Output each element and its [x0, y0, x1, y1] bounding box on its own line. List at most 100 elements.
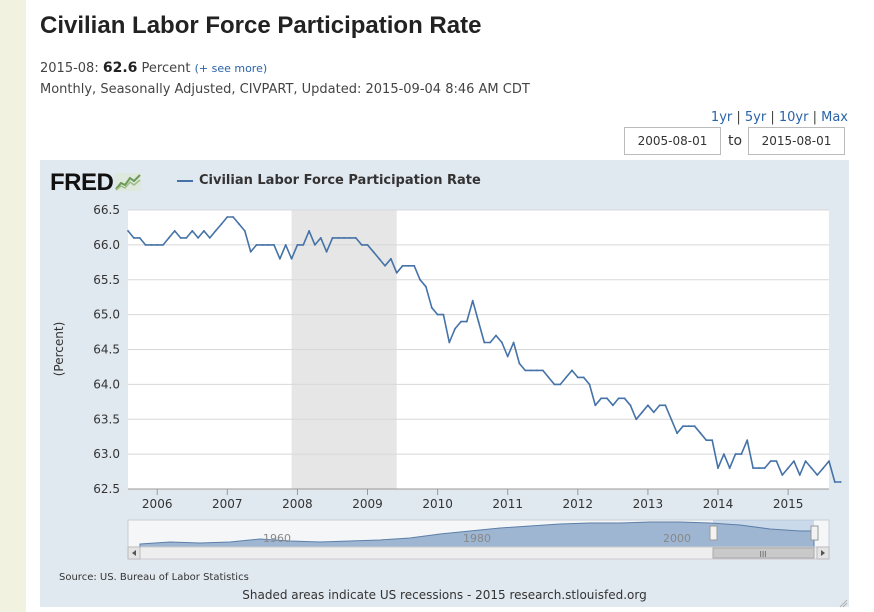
data-point: [483, 341, 486, 344]
data-point: [793, 460, 795, 462]
data-point: [582, 376, 585, 379]
navigator-label-2000: 2000: [663, 532, 691, 545]
data-point: [571, 369, 573, 372]
data-point: [390, 257, 392, 260]
data-point: [775, 460, 778, 462]
range-5yr-link[interactable]: 5yr: [744, 110, 767, 125]
data-point: [506, 355, 509, 358]
data-point: [769, 460, 772, 462]
fred-graph-icon: [115, 173, 142, 191]
data-point: [705, 439, 708, 442]
x-tick-label: 2007: [212, 497, 243, 511]
data-point: [319, 237, 322, 239]
x-tick-label: 2013: [633, 497, 664, 511]
y-tick-label: 66.0: [93, 238, 120, 252]
data-point: [530, 369, 532, 372]
data-point: [501, 341, 503, 344]
series-layer: [127, 216, 842, 483]
y-tick-label: 65.5: [93, 273, 120, 287]
data-point: [325, 250, 328, 253]
x-tick-label: 2014: [703, 497, 734, 511]
data-point: [518, 362, 521, 365]
data-point: [647, 404, 649, 407]
data-point: [162, 244, 164, 246]
data-point: [781, 474, 784, 476]
data-point: [524, 369, 527, 372]
data-point: [670, 418, 673, 421]
x-tick-label: 2015: [773, 497, 804, 511]
data-point: [682, 425, 684, 428]
scrollbar-right-arrow-icon: [821, 550, 825, 556]
data-point: [430, 306, 433, 309]
data-point: [366, 244, 369, 246]
data-point: [460, 320, 462, 323]
data-point: [132, 237, 135, 239]
data-point: [816, 474, 819, 476]
data-point: [687, 425, 690, 428]
data-point: [471, 299, 474, 302]
data-point: [763, 467, 766, 469]
data-point: [173, 230, 176, 232]
data-point: [354, 237, 357, 239]
data-point: [623, 397, 626, 400]
range-max-link[interactable]: Max: [821, 110, 848, 125]
resize-handle-icon[interactable]: [838, 598, 848, 608]
data-point: [331, 237, 334, 239]
data-point: [185, 237, 188, 239]
data-point: [343, 237, 345, 239]
data-point: [419, 278, 421, 281]
x-tick-label: 2011: [492, 497, 523, 511]
data-point: [401, 264, 404, 267]
data-point: [833, 481, 836, 483]
data-point: [699, 432, 702, 435]
x-tick-label: 2012: [563, 497, 594, 511]
data-point: [179, 237, 182, 239]
data-point: [214, 230, 217, 232]
data-point: [220, 223, 223, 225]
see-more-link[interactable]: (+ see more): [194, 62, 268, 75]
data-point: [465, 320, 468, 323]
data-point: [150, 244, 153, 246]
navigator-scrollbar[interactable]: III: [127, 546, 830, 560]
data-point: [594, 404, 597, 407]
data-point: [693, 425, 696, 428]
navigator-series: [139, 521, 815, 548]
observation-value: 62.6: [102, 60, 138, 76]
y-tick-label: 63.5: [93, 412, 120, 426]
data-point: [261, 244, 264, 246]
x-tick-label: 2010: [422, 497, 453, 511]
data-point: [273, 244, 275, 246]
y-tick-label: 65.0: [93, 308, 120, 322]
data-point: [208, 237, 211, 239]
scrollbar-thumb[interactable]: [712, 547, 815, 559]
data-point: [337, 237, 340, 239]
data-point: [740, 453, 743, 455]
data-point: [442, 313, 445, 316]
range-1yr-link[interactable]: 1yr: [710, 110, 733, 125]
data-point: [238, 223, 240, 225]
navigator[interactable]: 1960 1980 2000: [127, 519, 830, 548]
data-point: [127, 230, 129, 232]
data-point: [384, 264, 386, 267]
data-point: [436, 313, 439, 316]
observation-date: 2015-08:: [40, 61, 99, 76]
data-point: [378, 257, 381, 260]
fred-logo: FRED: [50, 169, 142, 197]
end-date-input[interactable]: [748, 127, 845, 155]
observation-unit: Percent: [141, 61, 191, 76]
data-point: [302, 244, 305, 246]
navigator-left-handle[interactable]: [709, 525, 718, 541]
data-point: [168, 237, 170, 239]
data-point: [489, 341, 492, 344]
navigator-right-handle[interactable]: [810, 525, 819, 541]
y-tick-label: 64.5: [93, 343, 120, 357]
data-point: [839, 481, 842, 483]
data-point: [752, 467, 754, 469]
legend-label: Civilian Labor Force Participation Rate: [199, 173, 481, 188]
data-point: [676, 432, 678, 435]
y-axis-label: (Percent): [52, 322, 66, 377]
data-point: [612, 404, 614, 407]
start-date-input[interactable]: [624, 127, 721, 155]
range-10yr-link[interactable]: 10yr: [778, 110, 809, 125]
chart-legend: Civilian Labor Force Participation Rate: [177, 173, 481, 188]
